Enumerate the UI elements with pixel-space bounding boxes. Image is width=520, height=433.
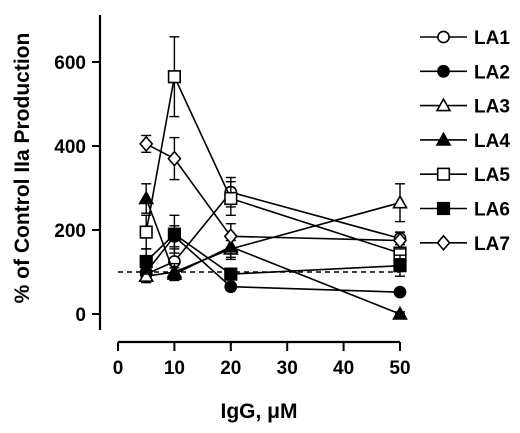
series-la5 bbox=[139, 36, 407, 267]
x-tick-label: 20 bbox=[220, 358, 241, 379]
legend-label-la5: LA5 bbox=[474, 165, 510, 186]
legend-label-la1: LA1 bbox=[474, 28, 510, 49]
series-line-la7 bbox=[145, 143, 401, 242]
legend-item-la1: LA1 bbox=[420, 28, 510, 49]
series-line-la6 bbox=[145, 233, 401, 275]
y-tick-label: 600 bbox=[54, 53, 86, 74]
legend-marker-la5 bbox=[436, 167, 451, 181]
legend-marker-la6 bbox=[436, 201, 451, 216]
series-la6 bbox=[139, 214, 407, 281]
legend-item-la2: LA2 bbox=[420, 62, 510, 83]
data-point-la7 bbox=[392, 232, 408, 249]
legend-label-la4: LA4 bbox=[474, 131, 510, 152]
y-tick-label: 400 bbox=[54, 137, 86, 158]
x-tick-label: 0 bbox=[113, 358, 124, 379]
series-line-la5 bbox=[145, 74, 401, 254]
data-point-la7 bbox=[223, 228, 238, 245]
series-la7 bbox=[139, 134, 408, 250]
legend-item-la4: LA4 bbox=[420, 131, 510, 152]
data-point-la2 bbox=[224, 280, 238, 294]
legend-item-la5: LA5 bbox=[420, 165, 510, 186]
legend-label-la7: LA7 bbox=[474, 234, 510, 255]
legend-item-la7: LA7 bbox=[420, 234, 510, 255]
y-tick-label: 200 bbox=[54, 221, 86, 242]
series-line-la2 bbox=[145, 235, 401, 293]
data-point-la5 bbox=[139, 225, 153, 239]
data-point-la6 bbox=[139, 254, 153, 269]
data-point-la3 bbox=[138, 268, 155, 283]
legend-marker-la3 bbox=[435, 97, 452, 112]
x-tick-label: 40 bbox=[333, 358, 354, 379]
data-point-la6 bbox=[224, 267, 238, 281]
x-tick-label: 10 bbox=[164, 358, 185, 379]
x-tick-label: 30 bbox=[277, 358, 298, 379]
x-axis-label: IgG, μM bbox=[220, 400, 297, 423]
data-point-la4 bbox=[166, 265, 183, 280]
legend-marker-la1 bbox=[437, 30, 450, 44]
data-point-la4 bbox=[138, 190, 155, 205]
data-point-la2 bbox=[393, 285, 407, 299]
data-point-la7 bbox=[167, 150, 182, 167]
legend-item-la3: LA3 bbox=[420, 97, 510, 118]
legend-label-la2: LA2 bbox=[474, 62, 510, 83]
legend-label-la6: LA6 bbox=[474, 200, 510, 221]
y-axis-label: % of Control IIa Production bbox=[11, 33, 34, 304]
data-point-la4 bbox=[392, 305, 408, 320]
data-point-la6 bbox=[167, 227, 182, 241]
data-point-la5 bbox=[224, 191, 238, 206]
legend-item-la6: LA6 bbox=[420, 200, 510, 221]
legend-marker-la4 bbox=[435, 131, 452, 146]
series-la4 bbox=[138, 183, 408, 320]
legend: LA1 LA2 LA3 LA4 LA5 LA6 LA7 bbox=[420, 28, 510, 255]
data-point-la6 bbox=[393, 259, 407, 273]
x-tick-label: 50 bbox=[389, 358, 410, 379]
data-point-la3 bbox=[392, 194, 408, 209]
legend-marker-la7 bbox=[436, 234, 451, 252]
y-tick-label: 0 bbox=[75, 305, 86, 326]
legend-label-la3: LA3 bbox=[474, 97, 510, 118]
series-line-la4 bbox=[145, 198, 401, 315]
legend-marker-la2 bbox=[437, 64, 450, 78]
data-point-la5 bbox=[167, 70, 182, 84]
data-point-la7 bbox=[139, 135, 154, 153]
plot-area: 0 200 400 600 0 10 20 30 40 50 bbox=[54, 15, 411, 379]
series-line-la1 bbox=[145, 191, 401, 275]
